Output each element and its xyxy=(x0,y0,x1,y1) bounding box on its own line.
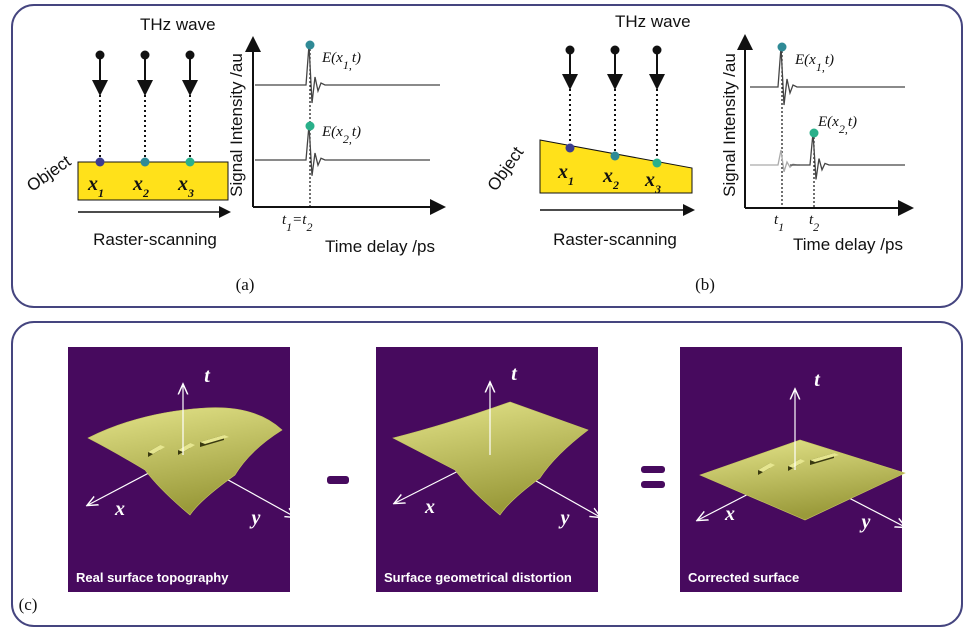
subscript: 2 xyxy=(813,220,819,234)
minus-sign xyxy=(327,476,349,484)
text-part: =t xyxy=(292,212,307,228)
subscript: 2, xyxy=(839,122,848,136)
label: THz wave xyxy=(615,12,691,31)
probe-dot xyxy=(186,158,195,167)
label: THz wave xyxy=(140,15,216,34)
subscript: 1, xyxy=(816,60,825,74)
text-part: x xyxy=(177,173,188,195)
label: Raster-scanning xyxy=(93,230,217,249)
time-label: t1=t2 xyxy=(282,212,312,234)
subscript: 2 xyxy=(612,178,619,192)
probe-dot xyxy=(96,158,105,167)
text-part: t) xyxy=(825,52,834,68)
text-part: E(x xyxy=(321,50,343,66)
text-part: t) xyxy=(352,50,361,66)
peak-dot xyxy=(778,43,787,52)
axis-label: x xyxy=(424,496,435,518)
signal-label: E(x1,t) xyxy=(321,50,361,72)
probe-dot xyxy=(653,159,662,168)
subscript: 1 xyxy=(568,174,574,188)
subscript: 2 xyxy=(142,186,149,200)
axis-label: x xyxy=(114,498,125,520)
subscript: 2 xyxy=(306,220,312,234)
subscript: 1 xyxy=(98,186,104,200)
label: (b) xyxy=(695,275,715,294)
text-part: E(x xyxy=(817,114,839,130)
text-part: E(x xyxy=(794,52,816,68)
subscript: 1 xyxy=(778,220,784,234)
label: Raster-scanning xyxy=(553,230,677,249)
label: Signal Intensity /au xyxy=(720,53,739,197)
subscript: 2, xyxy=(343,132,352,146)
tile-caption: Real surface topography xyxy=(76,570,229,585)
time-label: t2 xyxy=(809,212,819,234)
text-part: t) xyxy=(352,124,361,140)
signal-label: E(x1,t) xyxy=(794,52,834,74)
panel-frame xyxy=(12,5,962,307)
figure: THz wavex1x2x3ObjectRaster-scanningSigna… xyxy=(0,0,966,630)
tile-caption: Surface geometrical distortion xyxy=(384,570,572,585)
signal-label: E(x2,t) xyxy=(817,114,857,136)
axis-label: y xyxy=(860,511,871,533)
label: Time delay /ps xyxy=(325,237,435,256)
subscript: 1, xyxy=(343,58,352,72)
peak-dot xyxy=(306,122,315,131)
subscript: 3 xyxy=(654,182,661,196)
axis-label: y xyxy=(559,507,570,529)
tile-caption: Corrected surface xyxy=(688,570,799,585)
caption: (c) xyxy=(19,595,38,614)
probe-dot xyxy=(141,158,150,167)
signal-trace xyxy=(255,45,440,103)
axis-label: y xyxy=(250,507,261,529)
label: Signal Intensity /au xyxy=(227,53,246,197)
probe-dot xyxy=(611,152,620,161)
label: Object xyxy=(484,143,528,194)
label: Time delay /ps xyxy=(793,235,903,254)
text-part: E(x xyxy=(321,124,343,140)
label: Object xyxy=(23,151,74,195)
subscript: 3 xyxy=(187,186,194,200)
text-part: t) xyxy=(848,114,857,130)
signal-trace xyxy=(750,150,800,172)
axis-label: x xyxy=(724,503,735,525)
text-part: x xyxy=(557,161,568,183)
signal-trace xyxy=(790,133,905,179)
text-part: x xyxy=(87,173,98,195)
signal-label: E(x2,t) xyxy=(321,124,361,146)
label: (a) xyxy=(236,275,255,294)
text-part: x xyxy=(602,165,613,187)
equals-sign xyxy=(641,466,665,473)
equals-sign xyxy=(641,481,665,488)
text-part: x xyxy=(132,173,143,195)
peak-dot xyxy=(306,41,315,50)
probe-dot xyxy=(566,144,575,153)
text-part: x xyxy=(644,169,655,191)
time-label: t1 xyxy=(774,212,784,234)
